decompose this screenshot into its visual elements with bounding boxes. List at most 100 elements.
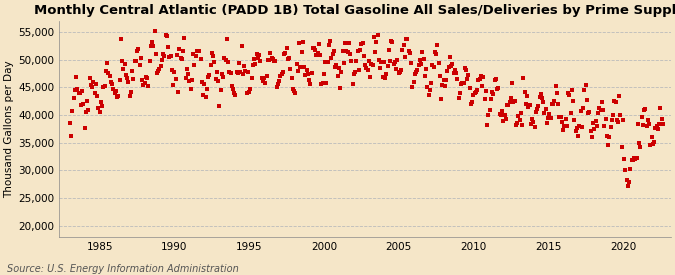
Point — [168, 82, 179, 87]
Point — [587, 135, 597, 140]
Point — [220, 58, 231, 63]
Point — [457, 81, 468, 86]
Point — [73, 90, 84, 95]
Point — [472, 87, 483, 92]
Point — [124, 94, 135, 98]
Point — [214, 104, 225, 109]
Point — [103, 71, 114, 75]
Point — [304, 78, 315, 82]
Point — [213, 79, 223, 83]
Point — [500, 112, 510, 117]
Point — [284, 55, 294, 60]
Point — [224, 70, 235, 75]
Point — [296, 50, 307, 54]
Point — [89, 91, 100, 95]
Point — [385, 59, 396, 63]
Point — [352, 49, 363, 53]
Point — [189, 62, 200, 67]
Point — [273, 82, 284, 86]
Point — [534, 95, 545, 99]
Point — [279, 52, 290, 57]
Point — [329, 49, 340, 53]
Point — [637, 123, 648, 127]
Point — [421, 67, 431, 71]
Point — [441, 78, 452, 82]
Point — [249, 57, 260, 61]
Point — [512, 121, 522, 126]
Point — [93, 106, 104, 110]
Point — [417, 50, 428, 54]
Point — [493, 86, 504, 90]
Point — [369, 34, 379, 39]
Point — [508, 100, 519, 104]
Point — [111, 89, 122, 93]
Point — [387, 39, 398, 44]
Point — [107, 81, 117, 86]
Point — [105, 79, 116, 84]
Point — [261, 73, 272, 78]
Point — [285, 67, 296, 71]
Point — [535, 92, 546, 97]
Point — [428, 64, 439, 69]
Point — [361, 65, 372, 70]
Point — [276, 72, 287, 76]
Point — [556, 119, 567, 124]
Point — [635, 144, 646, 149]
Point — [523, 105, 534, 110]
Point — [448, 71, 459, 75]
Point — [443, 65, 454, 69]
Point — [128, 77, 139, 81]
Point — [315, 53, 325, 57]
Point — [584, 110, 595, 114]
Point — [483, 113, 494, 118]
Point — [88, 80, 99, 84]
Point — [423, 92, 434, 97]
Point — [520, 102, 531, 106]
Point — [615, 113, 626, 117]
Point — [564, 92, 575, 97]
Point — [149, 29, 160, 33]
Point — [484, 108, 495, 112]
Point — [640, 107, 651, 111]
Point — [616, 145, 627, 149]
Point — [157, 58, 167, 62]
Point — [568, 98, 578, 103]
Point — [115, 37, 126, 41]
Point — [477, 83, 487, 88]
Point — [70, 88, 80, 92]
Point — [207, 51, 217, 56]
Point — [120, 73, 131, 77]
Point — [235, 70, 246, 74]
Point — [412, 68, 423, 72]
Point — [223, 59, 234, 64]
Point — [76, 103, 86, 107]
Point — [588, 121, 599, 125]
Point — [236, 44, 247, 48]
Point — [307, 46, 318, 51]
Point — [257, 79, 268, 83]
Point — [74, 91, 85, 95]
Point — [403, 49, 414, 53]
Point — [295, 65, 306, 69]
Point — [87, 85, 98, 90]
Point — [575, 109, 586, 114]
Point — [108, 87, 119, 92]
Point — [439, 84, 450, 88]
Point — [67, 108, 78, 113]
Point — [437, 83, 448, 87]
Point — [138, 83, 148, 88]
Point — [620, 168, 631, 172]
Point — [419, 74, 430, 78]
Point — [325, 38, 335, 43]
Point — [163, 45, 173, 49]
Point — [347, 82, 358, 87]
Point — [221, 37, 232, 41]
Point — [488, 92, 499, 97]
Point — [451, 71, 462, 76]
Point — [179, 36, 190, 40]
Point — [210, 77, 221, 82]
Point — [572, 126, 583, 131]
Point — [492, 87, 503, 91]
Point — [169, 70, 180, 74]
Point — [238, 72, 248, 76]
